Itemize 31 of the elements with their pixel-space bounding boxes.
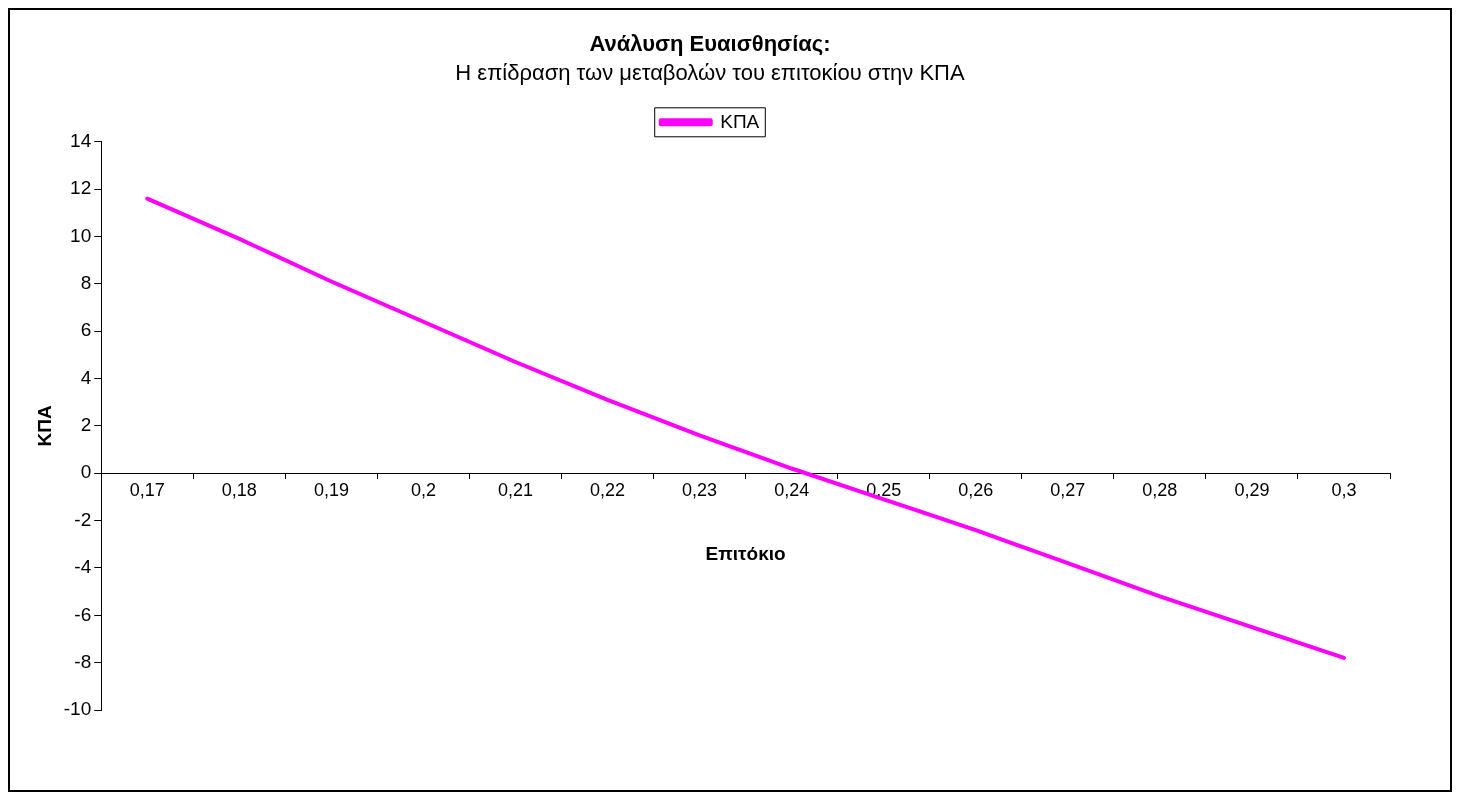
x-tick-label: 0,23 [682, 480, 718, 501]
x-tick-label: 0,17 [129, 480, 165, 501]
y-tick-label: 4 [80, 366, 92, 388]
x-tick-label: 0,22 [590, 480, 626, 501]
y-tick-label: 2 [80, 414, 92, 436]
y-tick-label: 8 [80, 272, 92, 294]
y-tick-label: -6 [74, 603, 92, 625]
y-tick-label: -2 [74, 508, 92, 530]
y-tick-label: 6 [80, 319, 92, 341]
y-tick-label: 0 [80, 461, 92, 483]
y-tick-label: -4 [74, 556, 92, 578]
x-tick-label: 0,26 [958, 480, 994, 501]
x-tick-label: 0,3 [1331, 480, 1357, 501]
x-tick-label: 0,29 [1234, 480, 1270, 501]
x-axis-title: Επιτόκιο [705, 543, 786, 565]
x-tick-label: 0,28 [1142, 480, 1178, 501]
chart-title: Ανάλυση Ευαισθησίας: [589, 31, 831, 57]
x-tick-label: 0,24 [774, 480, 810, 501]
legend-label: ΚΠΑ [720, 110, 760, 132]
y-axis-title: ΚΠΑ [33, 405, 55, 447]
x-tick-label: 0,2 [410, 480, 436, 501]
chart-subtitle: Η επίδραση των μεταβολών του επιτοκίου στην ΚΠΑ [455, 59, 965, 85]
x-tick-label: 0,18 [221, 480, 257, 501]
x-tick-label: 0,27 [1050, 480, 1086, 501]
x-tick-label: 0,21 [497, 480, 534, 501]
y-tick-label: -8 [74, 650, 92, 672]
y-tick-label: 14 [70, 130, 92, 152]
x-tick-label: 0,19 [313, 480, 349, 501]
y-tick-label: -10 [63, 698, 92, 720]
y-tick-label: 12 [70, 177, 92, 199]
y-tick-label: 10 [70, 224, 92, 246]
